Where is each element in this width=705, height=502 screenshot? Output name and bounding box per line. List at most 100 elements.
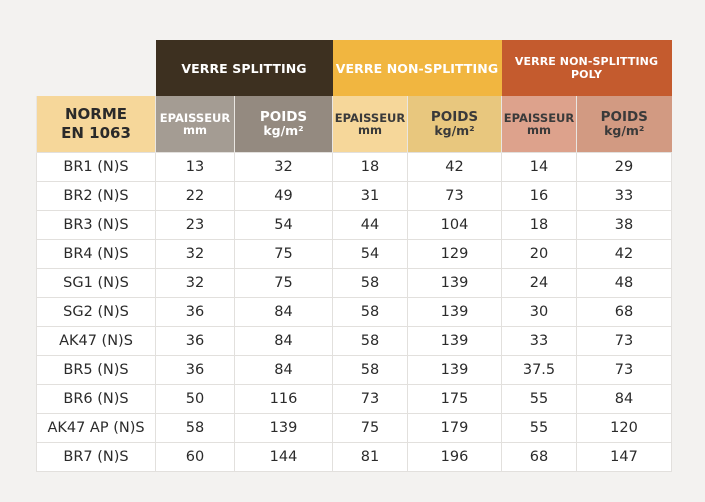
subheader-row: NORME EN 1063 EPAISSEUR mm POIDS kg/m² E… <box>36 96 672 153</box>
non-splitting-epaisseur-cell: 75 <box>332 413 408 443</box>
glass-spec-table: VERRE SPLITTING VERRE NON-SPLITTING VERR… <box>36 40 672 472</box>
non-splitting-epaisseur-cell: 58 <box>332 326 408 356</box>
non-splitting-poids-cell: 73 <box>407 181 502 211</box>
poly-poids-cell: 38 <box>576 210 672 240</box>
group-header-row: VERRE SPLITTING VERRE NON-SPLITTING VERR… <box>37 40 672 96</box>
norme-cell: BR5 (N)S <box>36 355 156 385</box>
group-header-non-splitting: VERRE NON-SPLITTING <box>332 40 502 96</box>
poly-epaisseur-cell: 55 <box>501 413 577 443</box>
poids-label: POIDS <box>430 109 479 125</box>
splitting-poids-cell: 139 <box>234 413 333 443</box>
non-splitting-poids-cell: 139 <box>407 355 502 385</box>
non-splitting-poids-cell: 139 <box>407 268 502 298</box>
table-row: BR2 (N)S 22 49 31 73 16 33 <box>36 181 672 211</box>
poids-unit: kg/m² <box>263 123 304 138</box>
poids-unit: kg/m² <box>604 123 645 138</box>
norme-cell: BR6 (N)S <box>36 384 156 414</box>
poly-poids-cell: 48 <box>576 268 672 298</box>
splitting-poids-cell: 84 <box>234 297 333 327</box>
splitting-poids-cell: 84 <box>234 326 333 356</box>
splitting-poids-cell: 84 <box>234 355 333 385</box>
norme-cell: BR7 (N)S <box>36 442 156 472</box>
poly-epaisseur-cell: 14 <box>501 152 577 182</box>
splitting-epaisseur-cell: 23 <box>155 210 235 240</box>
poly-poids-cell: 84 <box>576 384 672 414</box>
non-splitting-epaisseur-cell: 58 <box>332 297 408 327</box>
norme-cell: BR1 (N)S <box>36 152 156 182</box>
poly-epaisseur-cell: 68 <box>501 442 577 472</box>
glass-spec-table-container: VERRE SPLITTING VERRE NON-SPLITTING VERR… <box>36 40 672 472</box>
poly-poids-cell: 68 <box>576 297 672 327</box>
splitting-poids-cell: 32 <box>234 152 333 182</box>
splitting-epaisseur-cell: 22 <box>155 181 235 211</box>
table-row: BR5 (N)S 36 84 58 139 37.5 73 <box>36 355 672 385</box>
poids-unit: kg/m² <box>434 123 475 138</box>
non-splitting-epaisseur-cell: 58 <box>332 268 408 298</box>
poly-epaisseur-cell: 33 <box>501 326 577 356</box>
poly-poids-cell: 73 <box>576 326 672 356</box>
splitting-epaisseur-cell: 36 <box>155 326 235 356</box>
splitting-epaisseur-cell: 32 <box>155 268 235 298</box>
splitting-poids-cell: 49 <box>234 181 333 211</box>
norme-cell: SG2 (N)S <box>36 297 156 327</box>
non-splitting-epaisseur-cell: 18 <box>332 152 408 182</box>
poly-epaisseur-cell: 20 <box>501 239 577 269</box>
poly-epaisseur-cell: 18 <box>501 210 577 240</box>
poly-epaisseur-cell: 37.5 <box>501 355 577 385</box>
table-row: AK47 AP (N)S 58 139 75 179 55 120 <box>36 413 672 443</box>
non-splitting-poids-cell: 139 <box>407 326 502 356</box>
non-splitting-epaisseur-cell: 81 <box>332 442 408 472</box>
non-splitting-epaisseur-cell: 58 <box>332 355 408 385</box>
non-splitting-poids-cell: 179 <box>407 413 502 443</box>
splitting-epaisseur-cell: 36 <box>155 297 235 327</box>
poly-poids-cell: 29 <box>576 152 672 182</box>
splitting-epaisseur-cell: 32 <box>155 239 235 269</box>
non-splitting-poids-cell: 42 <box>407 152 502 182</box>
non-splitting-epaisseur-cell: 54 <box>332 239 408 269</box>
table-row: BR4 (N)S 32 75 54 129 20 42 <box>36 239 672 269</box>
splitting-epaisseur-cell: 58 <box>155 413 235 443</box>
norme-header-line2: EN 1063 <box>61 124 131 142</box>
non-splitting-poids-cell: 175 <box>407 384 502 414</box>
poly-poids-cell: 120 <box>576 413 672 443</box>
poids-label: POIDS <box>259 109 308 125</box>
norme-header: NORME EN 1063 <box>36 96 156 153</box>
epaisseur-label: EPAISSEUR <box>334 111 406 125</box>
splitting-epaisseur-cell: 36 <box>155 355 235 385</box>
non-splitting-poids-cell: 129 <box>407 239 502 269</box>
table-row: BR6 (N)S 50 116 73 175 55 84 <box>36 384 672 414</box>
poly-poids-cell: 73 <box>576 355 672 385</box>
epaisseur-unit: mm <box>527 123 551 137</box>
poly-epaisseur-cell: 30 <box>501 297 577 327</box>
table-row: BR3 (N)S 23 54 44 104 18 38 <box>36 210 672 240</box>
non-splitting-poids-cell: 196 <box>407 442 502 472</box>
norme-cell: BR3 (N)S <box>36 210 156 240</box>
poly-poids-header: POIDS kg/m² <box>576 96 672 153</box>
splitting-poids-cell: 54 <box>234 210 333 240</box>
splitting-epaisseur-cell: 13 <box>155 152 235 182</box>
poly-poids-cell: 33 <box>576 181 672 211</box>
splitting-poids-cell: 144 <box>234 442 333 472</box>
epaisseur-unit: mm <box>358 123 382 137</box>
norme-cell: AK47 AP (N)S <box>36 413 156 443</box>
group-header-splitting: VERRE SPLITTING <box>155 40 333 96</box>
poly-poids-cell: 147 <box>576 442 672 472</box>
splitting-poids-cell: 75 <box>234 239 333 269</box>
table-row: AK47 (N)S 36 84 58 139 33 73 <box>36 326 672 356</box>
blank-corner <box>37 40 156 96</box>
splitting-epaisseur-header: EPAISSEUR mm <box>155 96 235 153</box>
group-header-non-splitting-poly: VERRE NON-SPLITTING POLY <box>501 40 672 96</box>
table-row: SG2 (N)S 36 84 58 139 30 68 <box>36 297 672 327</box>
splitting-poids-cell: 75 <box>234 268 333 298</box>
epaisseur-label: EPAISSEUR <box>503 111 575 125</box>
non-splitting-epaisseur-cell: 31 <box>332 181 408 211</box>
splitting-epaisseur-cell: 50 <box>155 384 235 414</box>
epaisseur-label: EPAISSEUR <box>159 111 231 125</box>
poly-epaisseur-header: EPAISSEUR mm <box>501 96 577 153</box>
table-row: SG1 (N)S 32 75 58 139 24 48 <box>36 268 672 298</box>
poly-poids-cell: 42 <box>576 239 672 269</box>
epaisseur-unit: mm <box>183 123 207 137</box>
non-splitting-poids-cell: 104 <box>407 210 502 240</box>
non-splitting-epaisseur-cell: 73 <box>332 384 408 414</box>
table-body: BR1 (N)S 13 32 18 42 14 29 BR2 (N)S 22 4… <box>36 152 672 472</box>
